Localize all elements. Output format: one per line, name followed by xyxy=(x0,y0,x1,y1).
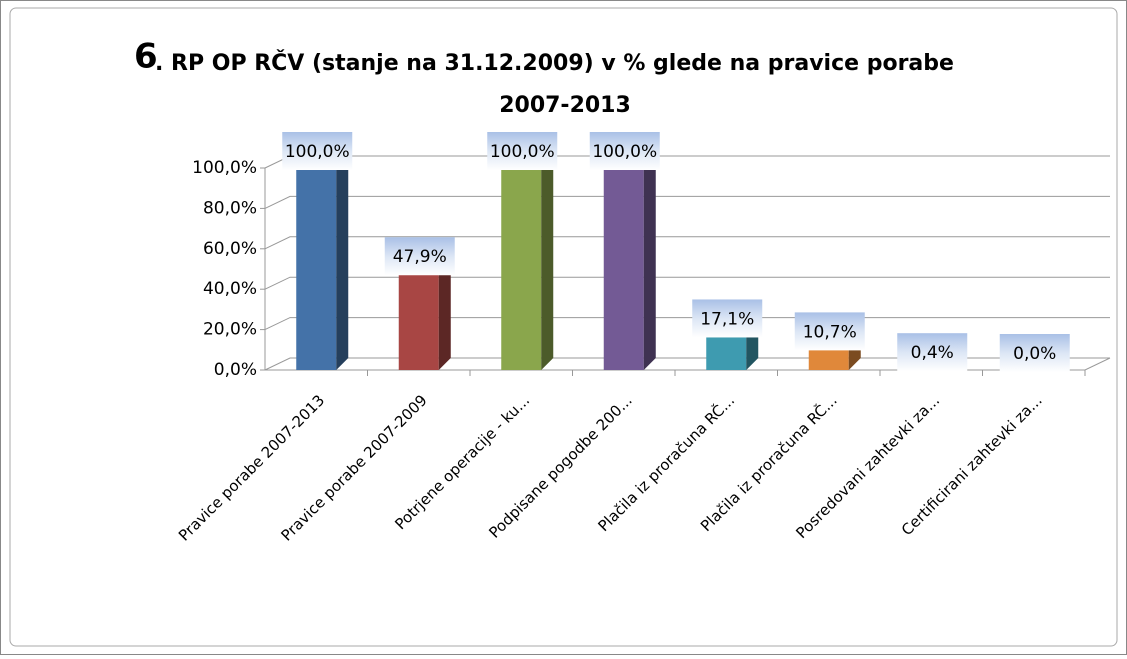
bar xyxy=(501,168,542,370)
chart-title-number: 6 xyxy=(134,37,158,77)
chart-title: . RP OP RČV (stanje na 31.12.2009) v % g… xyxy=(155,50,954,76)
y-tick-label: 80,0% xyxy=(203,198,257,218)
value-label: 100,0% xyxy=(285,142,350,162)
value-label-box xyxy=(999,334,1070,372)
value-label: 17,1% xyxy=(700,309,754,329)
chart-title-line2: 2007-2013 xyxy=(499,93,631,118)
bar xyxy=(398,273,439,370)
y-tick-label: 0,0% xyxy=(214,360,257,380)
value-label-box xyxy=(794,312,865,351)
y-tick-label: 40,0% xyxy=(203,279,257,299)
value-label-box xyxy=(589,132,660,170)
value-label: 0,4% xyxy=(911,343,954,363)
value-label-box xyxy=(487,132,558,170)
value-label-box xyxy=(282,132,353,170)
grid-line xyxy=(264,236,1110,250)
bar-side xyxy=(643,156,656,370)
y-tick-label: 60,0% xyxy=(203,239,257,259)
value-label: 10,7% xyxy=(803,322,857,342)
y-tick-label: 20,0% xyxy=(203,320,257,340)
value-label: 100,0% xyxy=(490,142,555,162)
value-label-box xyxy=(384,237,455,276)
y-tick-label: 100,0% xyxy=(192,158,257,178)
bar xyxy=(706,335,747,370)
bar xyxy=(296,168,337,370)
value-label-box xyxy=(692,299,763,338)
value-label: 0,0% xyxy=(1013,344,1056,364)
bar-side xyxy=(541,156,554,370)
bar xyxy=(808,348,849,370)
bar-side xyxy=(336,156,349,370)
bar xyxy=(603,168,644,370)
grid-line xyxy=(264,276,1110,290)
value-label: 100,0% xyxy=(592,142,657,162)
value-label: 47,9% xyxy=(393,247,447,267)
grid-line xyxy=(264,195,1110,209)
value-label-box xyxy=(897,333,968,372)
bar-side xyxy=(438,261,451,370)
